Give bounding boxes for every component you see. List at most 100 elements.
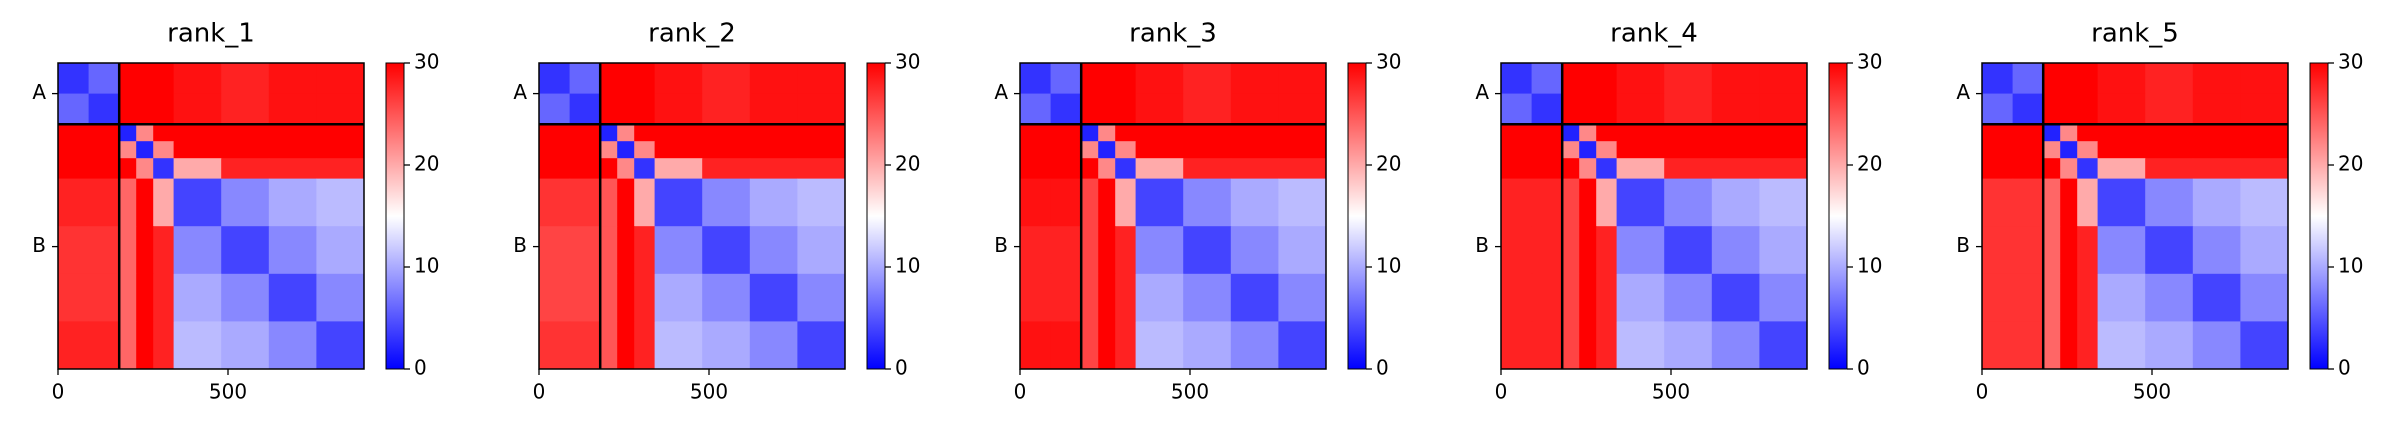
- heatmap-cell: [1531, 124, 1563, 142]
- heatmap-cell: [2240, 273, 2289, 322]
- heatmap-cell: [2060, 124, 2078, 142]
- heatmap-cell: [153, 178, 175, 227]
- heatmap-cell: [1759, 141, 1808, 159]
- heatmap-cell: [153, 93, 175, 125]
- colorbar-tick-label: 0: [414, 356, 427, 380]
- heatmap-cell: [136, 321, 154, 370]
- heatmap-cell: [1081, 273, 1099, 322]
- heatmap-cell: [1982, 63, 2014, 95]
- heatmap-cell: [1135, 226, 1184, 275]
- colorbar: [1828, 62, 1848, 370]
- heatmap-cell: [1759, 321, 1808, 370]
- heatmap-cell: [88, 178, 120, 227]
- heatmap-cell: [617, 321, 635, 370]
- heatmap-cell: [654, 93, 703, 125]
- colorbar: [2309, 62, 2329, 370]
- panel-title: rank_1: [167, 19, 255, 49]
- y-tick-label: A: [513, 80, 527, 104]
- heatmap-cell: [136, 63, 154, 95]
- heatmap-cell: [2145, 273, 2194, 322]
- heatmap-cell: [1982, 321, 2014, 370]
- heatmap-cell: [119, 93, 137, 125]
- heatmap-cell: [797, 93, 846, 125]
- heatmap-cell: [654, 321, 703, 370]
- heatmap-cell: [1982, 93, 2014, 125]
- heatmap-cell: [2240, 124, 2289, 142]
- heatmap-cell: [1183, 93, 1232, 125]
- heatmap-cell: [2145, 226, 2194, 275]
- colorbar-tick-label: 10: [414, 254, 439, 278]
- y-tick-label: B: [994, 233, 1008, 257]
- heatmap-cell: [539, 63, 571, 95]
- heatmap-cell: [1711, 63, 1760, 95]
- y-tick-label: A: [1475, 80, 1489, 104]
- heatmap-cell: [797, 226, 846, 275]
- heatmap-cell: [797, 63, 846, 95]
- panel-title: rank_2: [648, 19, 736, 49]
- heatmap-cell: [136, 93, 154, 125]
- heatmap-cell: [58, 321, 90, 370]
- heatmap-cell: [2043, 321, 2061, 370]
- heatmap-cell: [2097, 124, 2146, 142]
- heatmap-cell: [749, 226, 798, 275]
- heatmap-cell: [119, 178, 137, 227]
- heatmap-cell: [2077, 226, 2099, 275]
- heatmap-cell: [1982, 178, 2014, 227]
- heatmap-cell: [702, 321, 751, 370]
- x-tick-label: 500: [2133, 380, 2171, 404]
- heatmap-cell: [1020, 226, 1052, 275]
- heatmap-cell: [2145, 93, 2194, 125]
- heatmap-cell: [88, 63, 120, 95]
- heatmap-cell: [316, 226, 365, 275]
- colorbar-tick-label: 0: [2338, 356, 2351, 380]
- heatmap-cell: [2145, 178, 2194, 227]
- heatmap-cell: [1230, 124, 1279, 142]
- heatmap-cell: [1562, 321, 1580, 370]
- heatmap-cell: [1081, 158, 1099, 180]
- heatmap-cell: [1596, 93, 1618, 125]
- heatmap-cell: [316, 93, 365, 125]
- heatmap-cell: [1759, 273, 1808, 322]
- heatmap-cell: [1115, 226, 1137, 275]
- heatmap-cell: [1183, 226, 1232, 275]
- heatmap-cell: [1531, 158, 1563, 180]
- colorbar: [866, 62, 886, 370]
- heatmap-cell: [1098, 226, 1116, 275]
- heatmap-cell: [1579, 321, 1597, 370]
- heatmap-cell: [654, 158, 703, 180]
- heatmap-cell: [1982, 273, 2014, 322]
- heatmap-cell: [1501, 178, 1533, 227]
- heatmap-cell: [136, 178, 154, 227]
- heatmap-cell: [2060, 158, 2078, 180]
- heatmap-cell: [634, 158, 656, 180]
- heatmap-cell: [749, 321, 798, 370]
- heatmap-cell: [1278, 273, 1327, 322]
- heatmap-cell: [1230, 93, 1279, 125]
- heatmap-cell: [1501, 273, 1533, 322]
- heatmap-cell: [1982, 141, 2014, 159]
- heatmap-cell: [1616, 63, 1665, 95]
- colorbar-tick-label: 20: [414, 152, 439, 176]
- heatmap-cell: [634, 178, 656, 227]
- heatmap-cell: [1230, 178, 1279, 227]
- heatmap-cell: [136, 273, 154, 322]
- heatmap-cell: [2060, 141, 2078, 159]
- heatmap-cell: [88, 226, 120, 275]
- heatmap-cell: [539, 158, 571, 180]
- heatmap-cell: [600, 178, 618, 227]
- heatmap-cell: [1020, 273, 1052, 322]
- heatmap-cell: [268, 124, 317, 142]
- heatmap-cell: [797, 273, 846, 322]
- plot-frame: [1019, 62, 1327, 370]
- heatmap-cell: [173, 178, 222, 227]
- heatmap-cell: [2097, 226, 2146, 275]
- colorbar-tick-label: 30: [895, 50, 920, 74]
- heatmap-cell: [1711, 321, 1760, 370]
- heatmap-cell: [1020, 321, 1052, 370]
- heatmap-cell: [2060, 93, 2078, 125]
- heatmap-cell: [58, 158, 90, 180]
- heatmap-cell: [1230, 141, 1279, 159]
- heatmap-cell: [1501, 124, 1533, 142]
- colorbar-tick-label: 10: [1857, 254, 1882, 278]
